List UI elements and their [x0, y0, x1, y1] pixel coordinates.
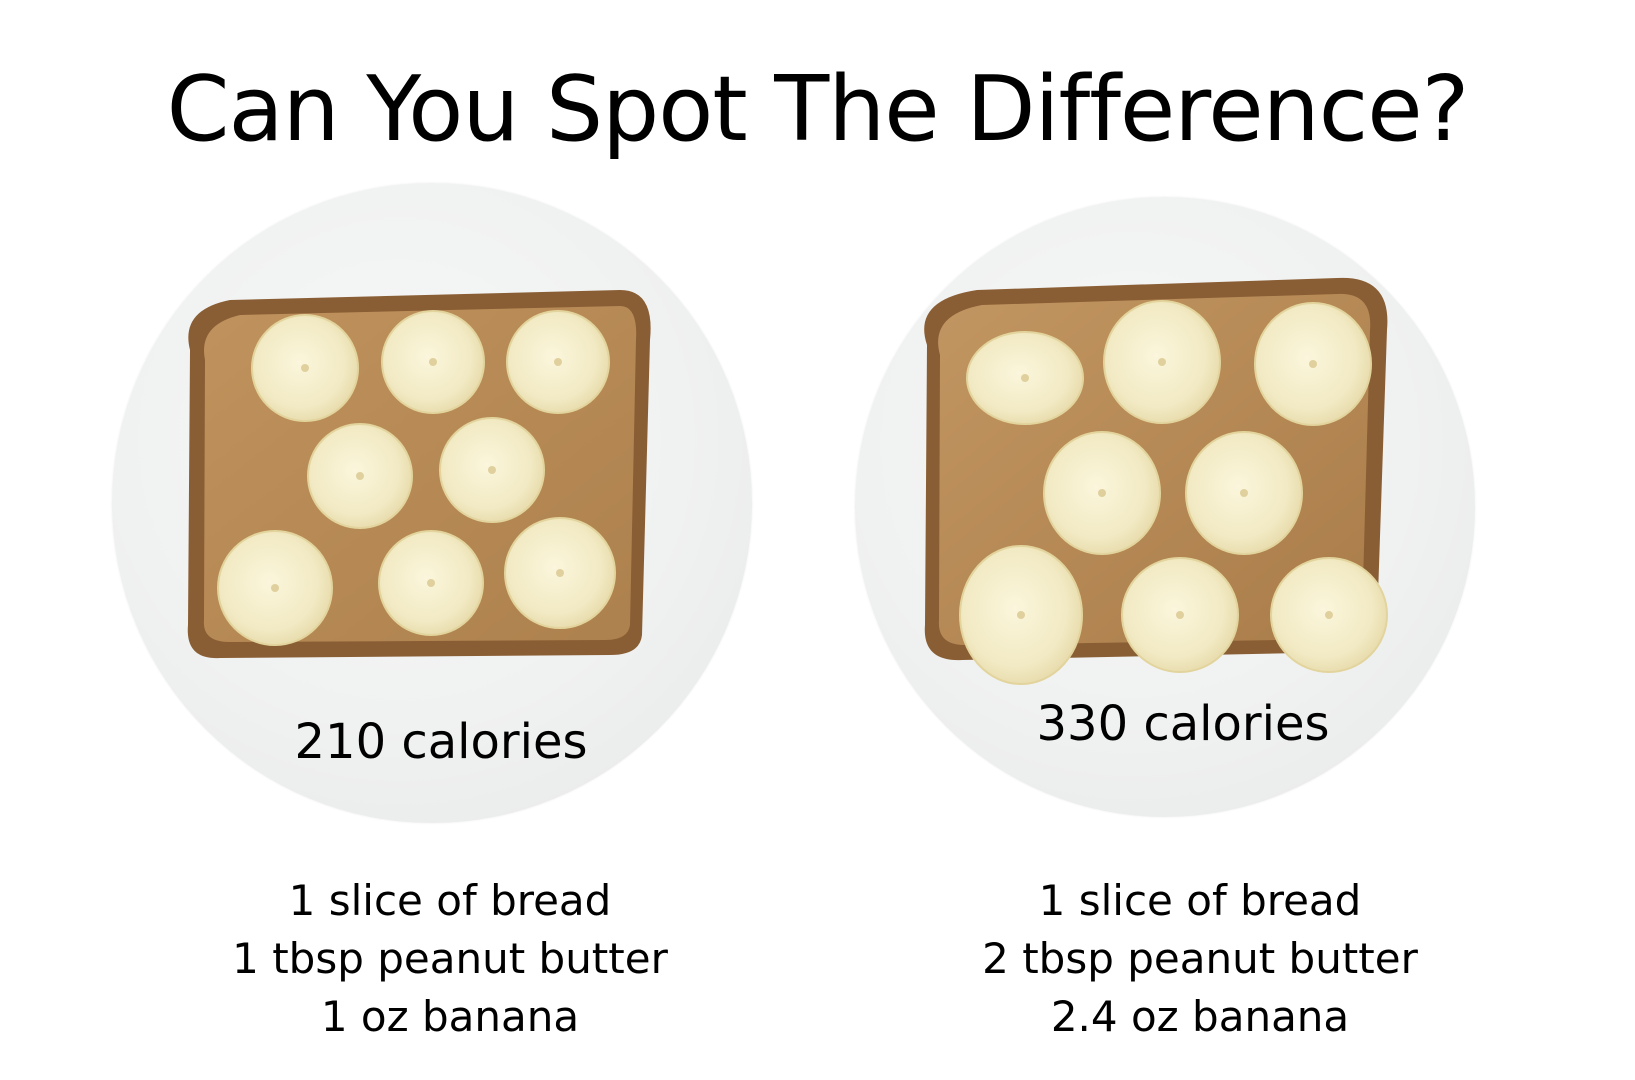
ingredient-banana-right: 2.4 oz banana	[1050, 992, 1350, 1041]
ingredient-banana-left: 1 oz banana	[320, 992, 580, 1041]
calories-right: 330 calories	[1036, 696, 1330, 752]
ingredient-peanut-butter-left: 1 tbsp peanut butter	[232, 934, 668, 983]
ingredients-right: 1 slice of bread 2 tbsp peanut butter 2.…	[920, 872, 1480, 1046]
toast-right-image	[924, 277, 1388, 685]
page-title: Can You Spot The Difference?	[166, 57, 1470, 162]
ingredient-bread-right: 1 slice of bread	[1038, 876, 1362, 925]
ingredient-peanut-butter-right: 2 tbsp peanut butter	[982, 934, 1418, 983]
ingredient-bread-left: 1 slice of bread	[288, 876, 612, 925]
toast-left-image	[187, 290, 651, 659]
calories-left: 210 calories	[294, 714, 588, 770]
ingredients-left: 1 slice of bread 1 tbsp peanut butter 1 …	[170, 872, 730, 1046]
